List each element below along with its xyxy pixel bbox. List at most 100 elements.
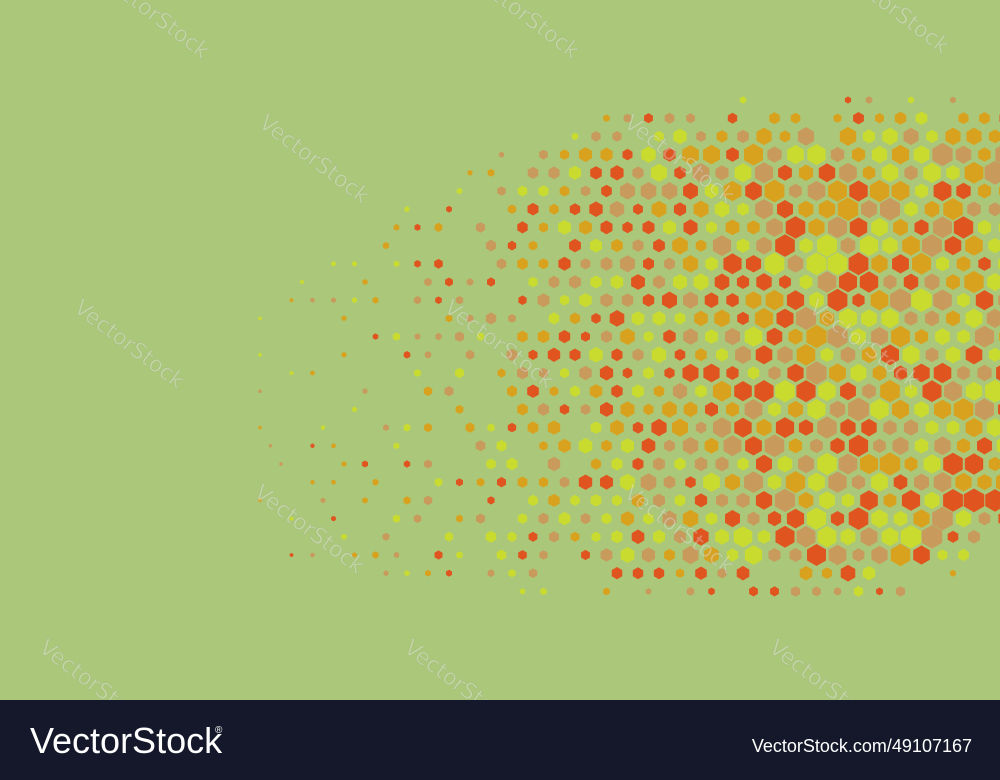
hexagon [591, 131, 601, 142]
hexagon [725, 219, 740, 236]
hexagon [517, 476, 528, 488]
hexagon [925, 347, 939, 363]
hexagon [517, 366, 528, 380]
hexagon [744, 326, 763, 347]
hexagon [988, 129, 1000, 144]
hexagon [581, 549, 590, 561]
hexagon [527, 166, 539, 179]
hexagon [957, 365, 970, 381]
hexagon [915, 183, 928, 199]
hexagon [423, 495, 433, 506]
hexagon [456, 187, 463, 195]
hexagon [579, 147, 592, 163]
hexagon [392, 514, 401, 523]
hexagon [871, 472, 888, 492]
hexagon [559, 185, 570, 197]
hexagon [747, 220, 760, 235]
hexagon [485, 312, 497, 325]
hexagon [631, 529, 645, 545]
hexagon [996, 438, 1000, 453]
hexagon [799, 565, 813, 581]
hexagon [733, 526, 753, 548]
footer-bar [0, 700, 1000, 780]
hexagon [693, 200, 709, 218]
hexagon [620, 547, 635, 563]
hexagon [880, 197, 900, 221]
hexagon [642, 293, 655, 307]
hexagon [766, 327, 783, 346]
hexagon [383, 424, 389, 431]
hexagon [611, 384, 623, 398]
hexagon [924, 491, 940, 510]
hexagon [796, 306, 816, 330]
hexagon [538, 476, 549, 488]
hexagon [957, 329, 970, 344]
hexagon [683, 401, 698, 418]
hexagon [901, 489, 921, 511]
hexagon [641, 146, 656, 163]
hexagon [538, 512, 549, 525]
hexagon [946, 310, 960, 327]
hexagon [632, 567, 644, 580]
hexagon [950, 569, 956, 577]
hexagon [913, 363, 930, 383]
hexagon [528, 276, 538, 288]
hexagon [362, 388, 368, 395]
hexagon [674, 457, 686, 471]
hexagon [744, 143, 763, 166]
hexagon [675, 568, 685, 578]
hexagon [812, 586, 821, 597]
hexagon [774, 488, 796, 513]
hexagon [258, 389, 262, 394]
hexagon [924, 200, 940, 218]
hexagon [734, 381, 752, 402]
hexagon [686, 587, 695, 596]
hexagon [934, 436, 951, 456]
hexagon [945, 127, 961, 146]
hexagon [331, 443, 336, 449]
hexagon [893, 365, 908, 381]
hexagon [341, 315, 347, 322]
hexagon [787, 145, 804, 165]
hexagon [528, 240, 538, 251]
hexagon [851, 328, 866, 345]
hexagon [775, 380, 795, 403]
hexagon [757, 529, 771, 544]
hexagon [985, 489, 1000, 512]
hexagon [683, 219, 698, 236]
hexagon [599, 365, 614, 381]
hexagon [788, 438, 803, 454]
hexagon [640, 182, 657, 200]
hexagon [745, 181, 762, 201]
hexagon [601, 512, 612, 525]
hexagon [818, 163, 836, 183]
hexagon [310, 552, 315, 558]
hexagon [601, 330, 612, 343]
hexagon [862, 165, 876, 180]
hexagon [632, 239, 644, 252]
hexagon [714, 200, 730, 218]
hexagon [579, 365, 592, 381]
hexagon [456, 551, 463, 559]
hexagon [258, 425, 262, 430]
hexagon [455, 367, 464, 379]
hexagon [435, 333, 442, 341]
hexagon [756, 236, 772, 255]
hexagon [896, 586, 905, 597]
hexagon [966, 127, 982, 146]
hexagon [975, 398, 994, 421]
hexagon [434, 477, 443, 487]
hexagon [737, 311, 749, 326]
hexagon [900, 525, 922, 549]
hexagon [289, 552, 294, 558]
hexagon [352, 261, 357, 267]
hexagon [620, 255, 635, 273]
hexagon [548, 166, 560, 180]
hexagon [725, 510, 740, 528]
hexagon [310, 479, 315, 485]
hexagon [848, 434, 869, 457]
hexagon [662, 510, 677, 527]
hexagon [289, 298, 294, 303]
hexagon [580, 258, 591, 270]
